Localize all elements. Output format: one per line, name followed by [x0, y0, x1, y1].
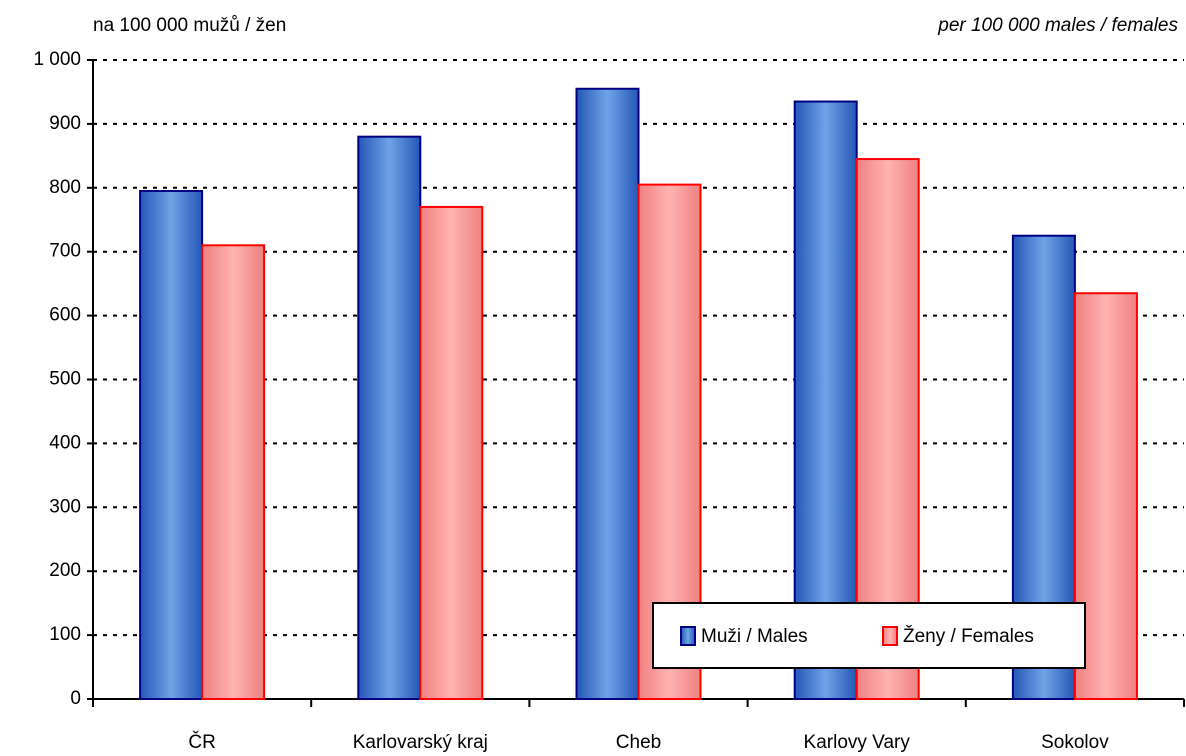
- bar: [139, 189, 204, 700]
- bar: [357, 135, 422, 700]
- bar: [793, 100, 858, 701]
- y-tick-label: 700: [49, 241, 81, 262]
- y-tick-label: 400: [49, 432, 81, 453]
- legend-label: Ženy / Females: [903, 625, 1034, 647]
- legend-label: Muži / Males: [701, 626, 808, 647]
- y-tick-label: 300: [49, 496, 81, 517]
- y-tick-label: 500: [49, 369, 81, 390]
- y-tick-label: 0: [70, 688, 81, 709]
- y-tick-label: 800: [49, 177, 81, 198]
- legend-box: [652, 602, 1086, 669]
- bar: [575, 87, 640, 700]
- legend-swatch: [680, 626, 696, 646]
- y-tick-label: 100: [49, 624, 81, 645]
- y-tick-label: 900: [49, 113, 81, 134]
- y-tick-label: 200: [49, 560, 81, 581]
- x-tick-label: ČR: [188, 731, 215, 753]
- subtitle-right: per 100 000 males / females: [937, 15, 1178, 36]
- bar: [201, 244, 266, 700]
- x-tick-label: Karlovy Vary: [804, 732, 911, 753]
- x-tick-label: Cheb: [616, 732, 661, 753]
- legend-swatch: [882, 626, 898, 646]
- x-tick-label: Karlovarský kraj: [353, 732, 488, 753]
- x-tick-label: Sokolov: [1041, 732, 1109, 753]
- bar: [419, 205, 484, 700]
- y-tick-label: 1 000: [33, 49, 81, 70]
- subtitle-left: na 100 000 mužů / žen: [93, 15, 286, 36]
- y-tick-label: 600: [49, 305, 81, 326]
